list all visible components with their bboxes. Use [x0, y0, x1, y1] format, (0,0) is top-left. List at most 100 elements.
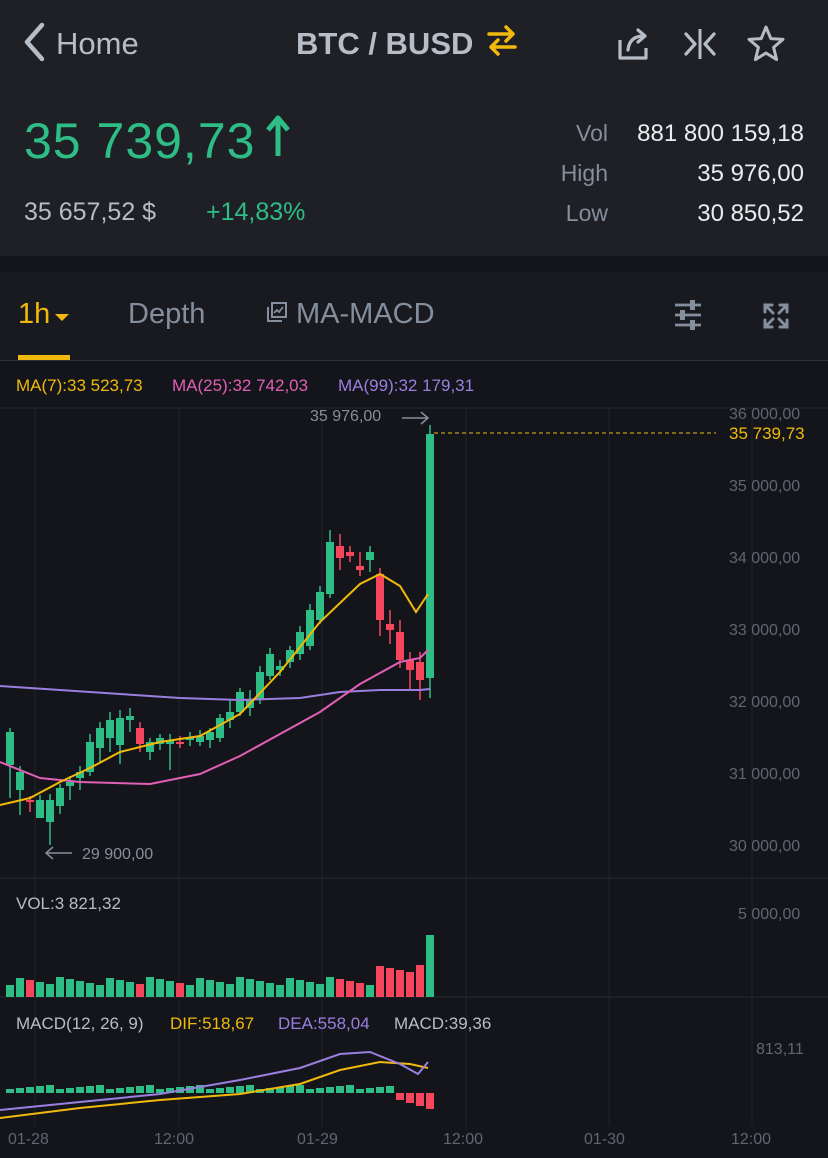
macd-bar [296, 1085, 304, 1093]
macd-bar [86, 1086, 94, 1093]
arrow-left-icon [44, 846, 72, 860]
macd-histogram [6, 1085, 434, 1109]
candle-body [366, 552, 374, 560]
ma7-line [0, 572, 429, 806]
back-label: Home [56, 26, 139, 61]
candle-body [326, 542, 334, 594]
y-axis-label: 33 000,00 [729, 622, 801, 639]
volume-bar [406, 972, 414, 997]
volume-bar [56, 977, 64, 997]
macd-dea: DEA:558,04 [278, 1014, 370, 1033]
y-axis-label: 30 000,00 [729, 838, 801, 855]
ticker-panel [0, 88, 828, 256]
macd-bar [266, 1088, 274, 1093]
volume-bar [136, 984, 144, 997]
candle-body [96, 728, 104, 748]
last-price-value: 35 739,73 [24, 113, 256, 169]
macd-bar [136, 1086, 144, 1093]
chevron-left-icon [22, 22, 46, 67]
volume-bar [166, 981, 174, 997]
candle-body [346, 552, 354, 556]
candle-body [186, 738, 194, 740]
chart-tabs [0, 272, 828, 361]
x-axis-label: 12:00 [154, 1131, 195, 1148]
price-change: +14,83% [206, 198, 306, 226]
compare-icon[interactable] [680, 24, 720, 64]
macd-bar [396, 1093, 404, 1100]
swap-icon[interactable] [485, 23, 519, 65]
tab-indicator[interactable]: MA-MACD [266, 298, 435, 331]
macd-bar [346, 1085, 354, 1093]
macd-bar [196, 1085, 204, 1093]
star-icon[interactable] [746, 24, 786, 64]
tab-interval[interactable]: 1h [18, 298, 70, 331]
macd-bar [326, 1087, 334, 1093]
candle-body [386, 624, 394, 630]
candle-body [316, 592, 324, 620]
volume-bar [296, 980, 304, 997]
share-icon[interactable] [614, 24, 654, 64]
candle-body [46, 800, 54, 822]
candle-body [416, 662, 424, 680]
dea-line [0, 1050, 429, 1111]
price-chart[interactable] [0, 360, 828, 1158]
settings-sliders-icon[interactable] [672, 298, 704, 332]
macd-bar [306, 1089, 314, 1093]
arrow-right-icon [402, 411, 430, 425]
volume-bar [186, 985, 194, 997]
stat-value-high: 35 976,00 [697, 160, 804, 187]
x-axis-label: 12:00 [731, 1131, 772, 1148]
volume-bar [236, 977, 244, 997]
volume-bar [96, 985, 104, 997]
volume-bar [86, 983, 94, 997]
candlesticks [6, 425, 434, 845]
macd-bar [166, 1088, 174, 1093]
macd-bar [336, 1086, 344, 1093]
ma25-line [0, 649, 429, 786]
macd-bar [216, 1088, 224, 1093]
macd-bar [356, 1089, 364, 1093]
candle-body [106, 720, 114, 738]
back-button[interactable]: Home [22, 20, 139, 68]
ma99-legend: MA(99):32 179,31 [338, 376, 475, 395]
high-marker-label: 35 976,00 [310, 408, 382, 425]
y-axis-label: 32 000,00 [729, 694, 801, 711]
tab-depth[interactable]: Depth [128, 298, 206, 330]
x-axis-label: 01-30 [584, 1131, 625, 1148]
macd-bar [416, 1093, 424, 1106]
fullscreen-icon[interactable] [762, 302, 790, 330]
candle-body [136, 728, 144, 744]
volume-bar [316, 984, 324, 997]
candle-body [256, 672, 264, 700]
volume-bar [146, 977, 154, 997]
candle-body [126, 716, 134, 720]
volume-bar [356, 983, 364, 997]
candle-body [356, 566, 364, 570]
volume-bar [106, 978, 114, 997]
macd-bar [206, 1089, 214, 1093]
volume-legend: VOL:3 821,32 [16, 894, 121, 913]
volume-bar [76, 981, 84, 997]
volume-bar [326, 977, 334, 997]
candle-body [236, 692, 244, 712]
candle-body [296, 632, 304, 654]
macd-bar [236, 1086, 244, 1093]
pair-selector[interactable]: BTC / BUSD [296, 22, 519, 66]
macd-bar [316, 1088, 324, 1093]
macd-bar [126, 1087, 134, 1093]
candle-body [176, 742, 184, 744]
macd-bar [36, 1086, 44, 1093]
volume-bar [256, 981, 264, 997]
candle-body [166, 740, 174, 744]
candle-body [306, 610, 314, 646]
macd-bar [276, 1087, 284, 1093]
macd-bar [286, 1086, 294, 1093]
volume-bar [6, 985, 14, 997]
arrow-up-icon [265, 112, 291, 170]
candle-body [376, 574, 384, 620]
volume-bar [16, 978, 24, 997]
volume-bar [396, 970, 404, 997]
low-marker-label: 29 900,00 [82, 846, 154, 863]
active-tab-indicator [18, 355, 70, 360]
macd-dif: DIF:518,67 [170, 1014, 255, 1033]
